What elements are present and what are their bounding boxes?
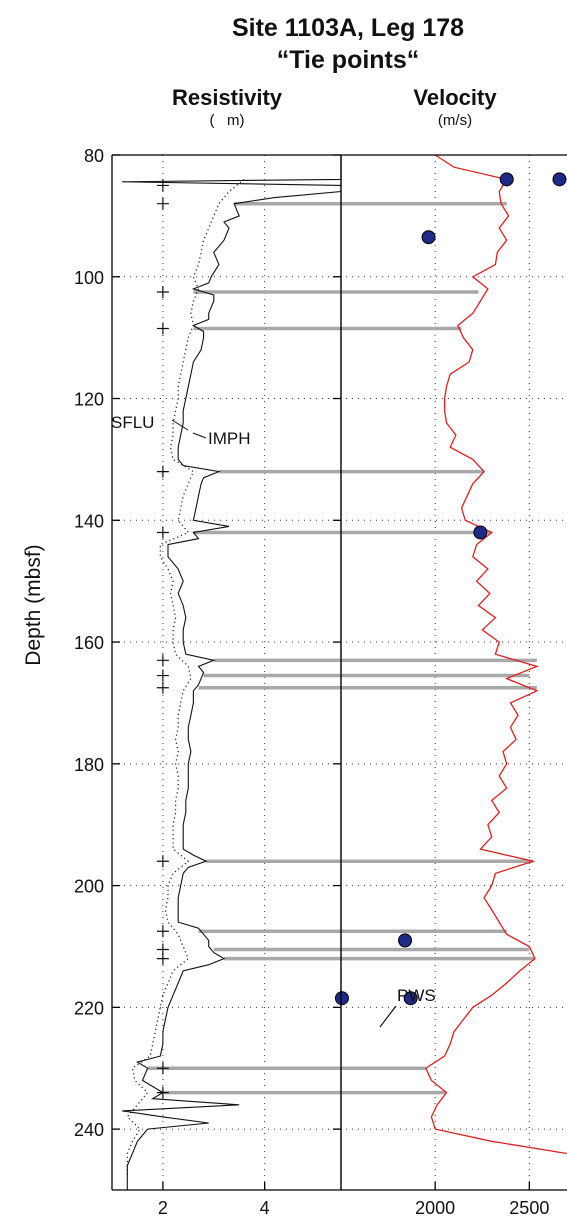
resistivity-unit: ( m) bbox=[210, 112, 245, 129]
annotation-sflu: SFLU bbox=[111, 413, 154, 432]
cross-marker bbox=[156, 526, 169, 539]
series-layer bbox=[122, 154, 567, 1190]
y-tick-label: 140 bbox=[74, 511, 104, 531]
y-tick-label: 160 bbox=[74, 633, 104, 653]
cross-marker bbox=[156, 855, 169, 868]
pws-point bbox=[499, 172, 514, 187]
cross-marker bbox=[156, 465, 169, 478]
resistivity-heading: Resistivity bbox=[172, 85, 283, 110]
annotation-sflu-leader bbox=[171, 419, 189, 431]
tie-lines bbox=[147, 201, 537, 1095]
series-sflu bbox=[126, 178, 245, 1178]
y-axis-label: Depth (mbsf) bbox=[22, 544, 45, 665]
cross-marker bbox=[156, 285, 169, 298]
series-velocity bbox=[424, 154, 567, 1155]
annotation-pws-leader bbox=[379, 1005, 397, 1028]
series-imph bbox=[122, 155, 342, 1190]
y-tick-label: 120 bbox=[74, 390, 104, 410]
cross-marker bbox=[156, 322, 169, 335]
cross-marker bbox=[156, 952, 169, 965]
annotation-imph: IMPH bbox=[208, 429, 251, 448]
cross-marker bbox=[156, 681, 169, 694]
y-tick-label: 180 bbox=[74, 755, 104, 775]
pws-point bbox=[334, 991, 349, 1006]
y-tick-label: 200 bbox=[74, 877, 104, 897]
velocity-unit: (m/s) bbox=[438, 112, 472, 129]
x-tick-label: 2000 bbox=[415, 1198, 455, 1218]
annotation-pws: PWS bbox=[397, 986, 436, 1005]
chart-title: Site 1103A, Leg 178 bbox=[232, 14, 464, 42]
grid bbox=[112, 154, 567, 1190]
cross-marker bbox=[156, 197, 169, 210]
y-tick-label: 80 bbox=[84, 146, 104, 166]
axes: 80 100 120 140 160 180 200 220 240 2 4 2000 2500 bbox=[74, 146, 567, 1218]
x-tick-label: 2500 bbox=[509, 1198, 549, 1218]
y-tick-label: 100 bbox=[74, 268, 104, 288]
y-tick-label: 220 bbox=[74, 998, 104, 1018]
chart-subtitle: “Tie points“ bbox=[277, 46, 420, 74]
pws-point bbox=[552, 172, 567, 187]
pws-point bbox=[421, 230, 436, 245]
pws-point bbox=[473, 525, 488, 540]
cross-marker bbox=[156, 179, 169, 192]
cross-marker bbox=[156, 925, 169, 938]
cross-marker bbox=[156, 1062, 169, 1075]
cross-marker bbox=[156, 654, 169, 667]
velocity-heading: Velocity bbox=[413, 85, 497, 110]
pws-point bbox=[398, 933, 413, 948]
x-tick-label: 2 bbox=[158, 1198, 168, 1218]
pws-point bbox=[403, 991, 418, 1006]
annotation-imph-leader bbox=[192, 432, 207, 439]
cross-marker bbox=[156, 669, 169, 682]
y-tick-label: 240 bbox=[74, 1120, 104, 1140]
marker-layer bbox=[156, 172, 567, 1099]
x-tick-label: 4 bbox=[260, 1198, 270, 1218]
cross-marker bbox=[156, 1086, 169, 1099]
